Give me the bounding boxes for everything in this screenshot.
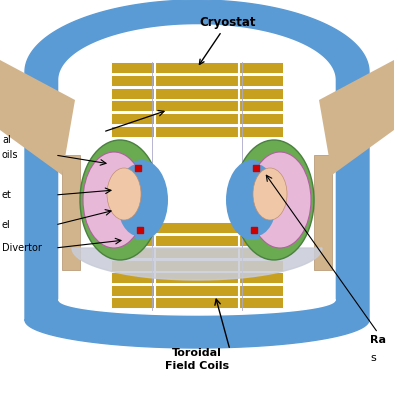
Ellipse shape — [83, 152, 145, 248]
Bar — [111, 113, 283, 124]
Polygon shape — [319, 60, 394, 175]
Ellipse shape — [253, 168, 287, 220]
Bar — [111, 88, 283, 99]
Text: oils: oils — [2, 150, 19, 160]
Polygon shape — [72, 248, 322, 280]
Text: Cryostat: Cryostat — [199, 15, 256, 64]
Bar — [111, 100, 283, 111]
Polygon shape — [25, 0, 369, 348]
Bar — [62, 155, 80, 270]
Ellipse shape — [117, 164, 159, 236]
Text: Ra: Ra — [370, 335, 386, 345]
Bar — [111, 272, 283, 283]
Text: al: al — [2, 135, 11, 145]
Bar — [111, 260, 283, 271]
Ellipse shape — [116, 160, 168, 240]
Text: Field Coils: Field Coils — [165, 361, 229, 371]
Text: s: s — [370, 353, 376, 363]
Ellipse shape — [80, 140, 160, 260]
Text: Toroidal: Toroidal — [172, 348, 222, 358]
Bar — [111, 247, 283, 258]
Bar — [314, 155, 332, 270]
Ellipse shape — [234, 140, 314, 260]
Text: et: et — [2, 190, 12, 200]
Text: el: el — [2, 220, 11, 230]
Text: Divertor: Divertor — [2, 243, 42, 253]
Polygon shape — [59, 25, 335, 315]
Bar — [111, 222, 283, 233]
Bar — [111, 235, 283, 246]
Bar — [111, 126, 283, 137]
Ellipse shape — [226, 160, 278, 240]
Ellipse shape — [107, 168, 141, 220]
Ellipse shape — [249, 152, 311, 248]
Bar — [111, 62, 283, 73]
Ellipse shape — [235, 164, 277, 236]
Bar — [111, 297, 283, 308]
Bar — [111, 75, 283, 86]
Bar — [111, 285, 283, 296]
Polygon shape — [0, 60, 75, 175]
